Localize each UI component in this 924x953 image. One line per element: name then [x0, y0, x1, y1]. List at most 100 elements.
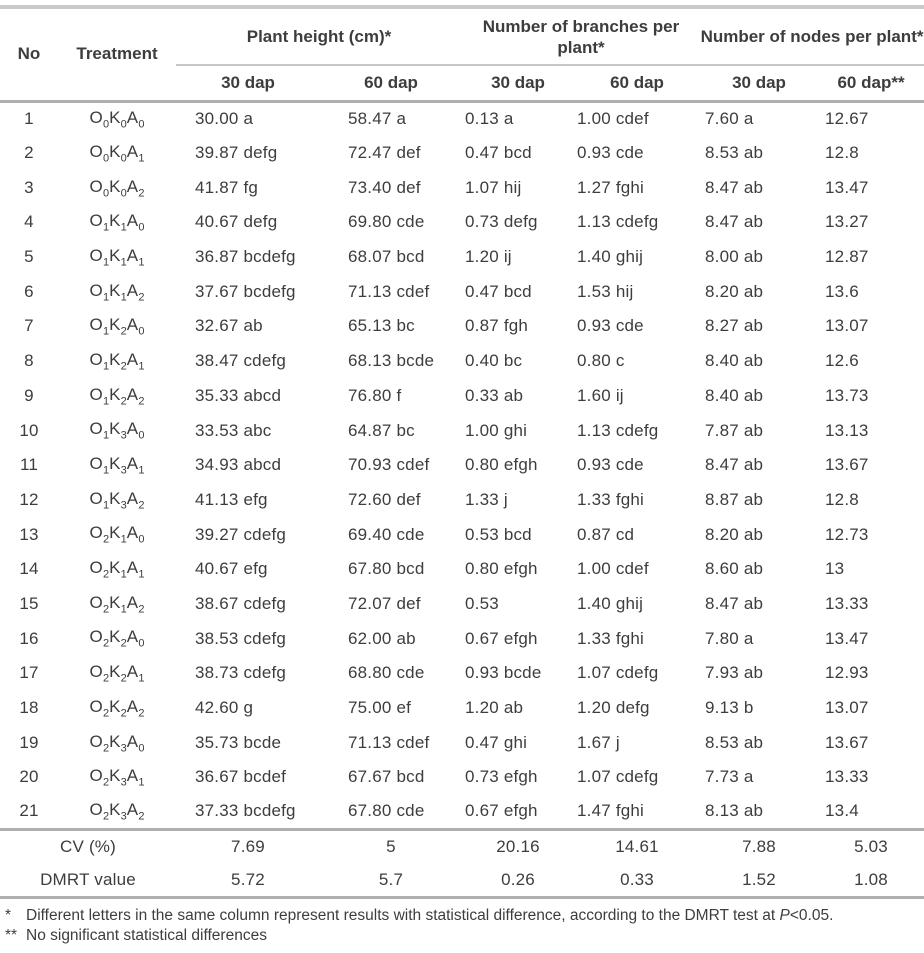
value-cell: 35.73 bcde: [195, 732, 282, 752]
value-cell: 8.40 ab: [705, 385, 764, 405]
row-number: 10: [19, 420, 39, 440]
value-cell: 1.00 cdef: [577, 559, 649, 579]
row-number: 16: [19, 628, 39, 648]
treatment-row: 4 O1K1A0 40.67 defg 69.80 cde 0.73 defg 1.13 …: [0, 205, 924, 240]
value-cell: 0.93 cde: [577, 455, 644, 475]
value-cell: 0.80 efgh: [465, 559, 538, 579]
value-cell: 1.53 hij: [577, 281, 634, 301]
value-cell: 12.67: [825, 109, 869, 129]
value-cell: 1.67 j: [577, 732, 620, 752]
treatment-row: 7 O1K2A0 32.67 ab 65.13 bc 0.87 fgh 0.93 cde 8…: [0, 309, 924, 344]
value-cell: 69.40 cde: [348, 524, 425, 544]
treatment-code: O0K0A1: [89, 141, 145, 165]
value-cell: 13.33: [825, 767, 869, 787]
col-subheader-height-30dap: 30 dap: [176, 65, 320, 103]
value-cell: 7.73 a: [705, 767, 754, 787]
value-cell: 1.07 cdefg: [577, 767, 659, 787]
value-cell: 13.07: [825, 316, 869, 336]
value-cell: 73.40 def: [348, 177, 421, 197]
value-cell: 32.67 ab: [195, 316, 263, 336]
value-cell: 65.13 bc: [348, 316, 415, 336]
row-number: 5: [24, 247, 34, 267]
col-group-nodes: Number of nodes per plant*: [700, 7, 924, 66]
table-body: 1 O0K0A0 30.00 a 58.47 a 0.13 a 1.00 cdef 7.60…: [0, 101, 924, 830]
value-cell: 33.53 abc: [195, 420, 272, 440]
value-cell: 37.33 bcdefg: [195, 801, 296, 821]
treatment-row: 21 O2K3A2 37.33 bcdefg 67.80 cde 0.67 efgh 1.…: [0, 795, 924, 830]
value-cell: 7.60 a: [705, 109, 754, 129]
treatment-code: O1K1A2: [89, 280, 145, 303]
treatment-code: O2K2A2: [89, 696, 145, 720]
row-number: 6: [24, 281, 34, 301]
value-cell: 0.53 bcd: [465, 524, 532, 544]
cv-value: 5: [386, 837, 396, 857]
value-cell: 67.67 bcd: [348, 767, 425, 787]
value-cell: 67.80 bcd: [348, 559, 425, 579]
value-cell: 64.87 bc: [348, 420, 415, 440]
row-number: 8: [24, 351, 34, 371]
treatment-code: O2K1A0: [89, 523, 145, 546]
treatment-code: O0K0A2: [89, 176, 145, 199]
value-cell: 41.13 efg: [195, 489, 268, 509]
value-cell: 12.93: [825, 663, 869, 683]
treatment-code: O2K1A2: [89, 592, 145, 616]
treatment-row: 17 O2K2A1 38.73 cdefg 68.80 cde 0.93 bcde 1.0…: [0, 656, 924, 691]
value-cell: 71.13 cdef: [348, 281, 430, 301]
cv-value: 20.16: [496, 837, 540, 857]
value-cell: 76.80 f: [348, 385, 402, 405]
row-number: 12: [19, 489, 39, 509]
value-cell: 1.13 cdefg: [577, 420, 659, 440]
value-cell: 8.20 ab: [705, 281, 764, 301]
dmrt-value: 0.33: [620, 869, 654, 889]
value-cell: 0.73 defg: [465, 212, 538, 232]
row-number: 17: [19, 663, 39, 683]
value-cell: 30.00 a: [195, 109, 254, 129]
footnote-no-significance: ** No significant statistical difference…: [5, 926, 917, 947]
footnote-marker: *: [5, 906, 12, 924]
value-cell: 0.33 ab: [465, 385, 524, 405]
value-cell: 1.07 cdefg: [577, 663, 659, 683]
value-cell: 1.20 ij: [465, 247, 512, 267]
cv-value: 5.03: [854, 837, 888, 857]
value-cell: 1.33 j: [465, 489, 508, 509]
treatment-row: 5 O1K1A1 36.87 bcdefg 68.07 bcd 1.20 ij 1.40 …: [0, 240, 924, 275]
treatment-row: 14 O2K1A1 40.67 efg 67.80 bcd 0.80 efgh 1.00 …: [0, 552, 924, 587]
value-cell: 0.87 cd: [577, 524, 635, 544]
treatment-code: O2K3A0: [89, 731, 145, 754]
value-cell: 0.93 cde: [577, 316, 644, 336]
value-cell: 42.60 g: [195, 698, 254, 718]
treatment-row: 11 O1K3A1 34.93 abcd 70.93 cdef 0.80 efgh 0.9…: [0, 448, 924, 483]
value-cell: 8.53 ab: [705, 143, 764, 163]
value-cell: 1.47 fghi: [577, 801, 645, 821]
value-cell: 8.53 ab: [705, 732, 764, 752]
value-cell: 7.80 a: [705, 628, 754, 648]
value-cell: 0.13 a: [465, 109, 514, 129]
value-cell: 1.00 cdef: [577, 109, 649, 129]
treatment-row: 6 O1K1A2 37.67 bcdefg 71.13 cdef 0.47 bcd 1.5…: [0, 274, 924, 309]
col-group-branches: Number of branches per plant*: [462, 7, 701, 66]
cv-row: CV (%) 7.69 5 20.16 14.61 7.88 5.03: [0, 829, 924, 863]
treatment-row: 20 O2K3A1 36.67 bcdef 67.67 bcd 0.73 efgh 1.0…: [0, 760, 924, 795]
value-cell: 72.47 def: [348, 143, 421, 163]
value-cell: 13.13: [825, 420, 869, 440]
value-cell: 1.07 hij: [465, 177, 522, 197]
col-subheader-nodes-60dap: 60 dap**: [818, 65, 924, 103]
value-cell: 1.20 ab: [465, 698, 524, 718]
cv-value: 14.61: [615, 837, 659, 857]
value-cell: 12.73: [825, 524, 869, 544]
treatment-row: 15 O2K1A2 38.67 cdefg 72.07 def 0.53 1.40 ghi…: [0, 587, 924, 622]
treatment-row: 1 O0K0A0 30.00 a 58.47 a 0.13 a 1.00 cdef 7.60…: [0, 101, 924, 136]
treatment-code: O2K3A1: [89, 766, 145, 789]
value-cell: 12.6: [825, 351, 859, 371]
treatments-table: No Treatment Plant height (cm)* Number o…: [0, 5, 924, 899]
value-cell: 75.00 ef: [348, 698, 412, 718]
value-cell: 0.80 efgh: [465, 455, 538, 475]
footnote-text: Different letters in the same column rep…: [26, 906, 834, 924]
treatment-row: 18 O2K2A2 42.60 g 75.00 ef 1.20 ab 1.20 defg 9…: [0, 691, 924, 726]
col-subheader-nodes-30dap: 30 dap: [700, 65, 819, 103]
footnote-text: No significant statistical differences: [26, 927, 267, 945]
value-cell: 0.47 bcd: [465, 143, 532, 163]
value-cell: 8.13 ab: [705, 801, 764, 821]
value-cell: 37.67 bcdefg: [195, 281, 296, 301]
value-cell: 8.60 ab: [705, 559, 764, 579]
